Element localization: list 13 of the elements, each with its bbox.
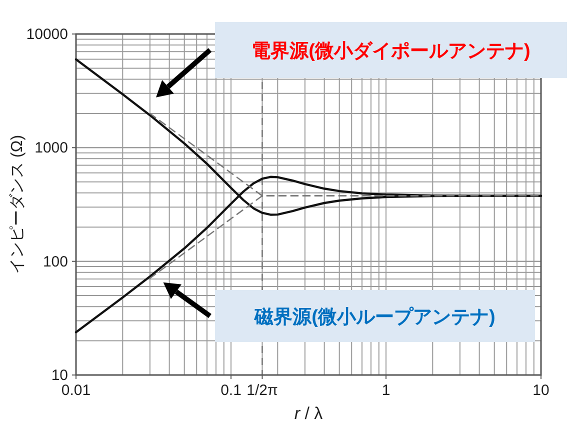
x-tick-label: 0.1 — [220, 382, 242, 399]
y-tick-label: 100 — [42, 253, 68, 270]
annotation: 電界源(微小ダイポールアンテナ) — [252, 40, 530, 62]
x-tick-label: 10 — [532, 382, 550, 399]
y-axis-title: インピーダンス (Ω) — [9, 134, 26, 274]
x-tick-label: 1/2π — [246, 382, 278, 399]
x-tick-label: 1 — [382, 382, 390, 399]
y-tick-label: 10000 — [26, 26, 68, 43]
x-axis-title: r / λ — [294, 404, 324, 423]
y-tick-label: 1000 — [34, 140, 68, 157]
annotation: 磁界源(微小ループアンテナ) — [254, 306, 496, 328]
y-tick-label: 10 — [51, 367, 68, 384]
x-tick-label: 0.01 — [61, 382, 91, 399]
